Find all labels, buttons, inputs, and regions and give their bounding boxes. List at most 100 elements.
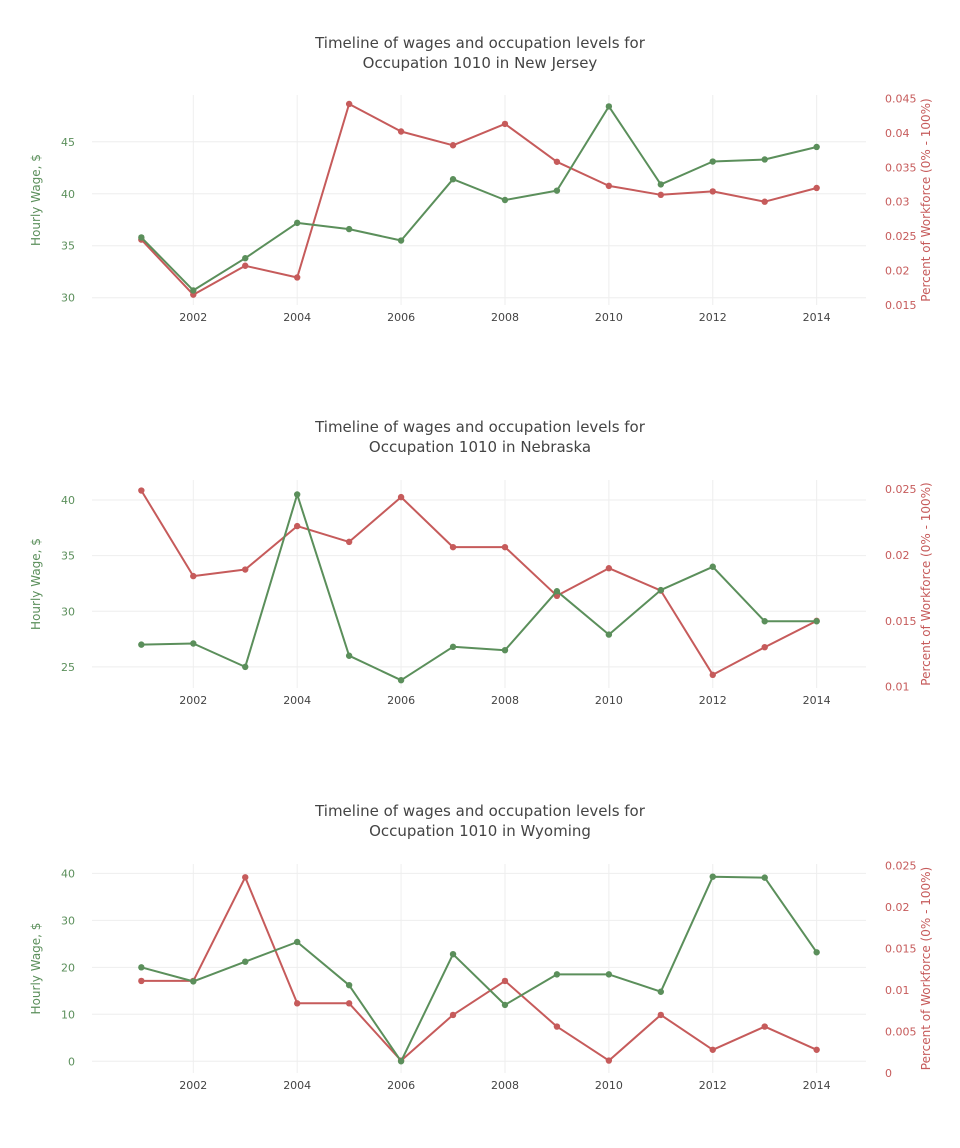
chart-1-percent-point: [190, 572, 197, 580]
chart-0-wage-point: [709, 158, 716, 165]
chart-2: Timeline of wages and occupation levels …: [29, 802, 933, 1092]
chart-2-ytick-label: 10: [61, 1008, 75, 1021]
chart-1-title-line-0: Timeline of wages and occupation levels …: [314, 418, 646, 436]
chart-2-y2tick-label: 0.02: [885, 901, 910, 914]
chart-1-y2tick-label: 0.01: [885, 681, 910, 694]
chart-2-wage-point: [501, 1001, 509, 1009]
chart-1-xtick-label: 2010: [595, 694, 623, 707]
chart-0-wage-point: [293, 219, 301, 227]
chart-2-xtick-label: 2014: [803, 1079, 831, 1092]
chart-0-wage-point: [813, 143, 820, 151]
chart-0-percent-point: [553, 158, 561, 165]
chart-1-wage-line: [141, 493, 817, 682]
chart-0-xtick-label: 2012: [699, 311, 727, 324]
chart-2-wage-point: [397, 1058, 405, 1065]
chart-2-percent-point: [501, 977, 509, 985]
chart-2-wage-point: [657, 988, 665, 995]
chart-1-wage-point: [501, 646, 509, 654]
chart-1-xtick-label: 2004: [283, 694, 311, 707]
chart-2-wage-point: [190, 978, 197, 985]
chart-1-percent-point: [345, 538, 353, 546]
chart-1-title-line-1: Occupation 1010 in Nebraska: [369, 438, 591, 456]
chart-1-title: Timeline of wages and occupation levels …: [314, 418, 646, 456]
chart-0-y2label: Percent of Workforce (0% - 100%): [919, 98, 933, 301]
chart-2-title-line-1: Occupation 1010 in Wyoming: [369, 822, 591, 840]
chart-0-percent-point: [605, 182, 613, 190]
chart-2-wage-point: [761, 874, 768, 881]
chart-2-percent-point: [553, 1023, 561, 1030]
chart-1-wage-point: [449, 643, 457, 651]
chart-0-percent-point: [761, 198, 768, 205]
chart-1-y2tick-label: 0.025: [885, 483, 917, 496]
chart-0-y2tick-label: 0.02: [885, 265, 910, 278]
chart-1-y2tick-label: 0.015: [885, 615, 917, 628]
chart-0-percent-point: [397, 128, 405, 135]
chart-1-xtick-label: 2006: [387, 694, 415, 707]
chart-1-y2label: Percent of Workforce (0% - 100%): [919, 482, 933, 685]
chart-0-wage-point: [657, 181, 665, 188]
chart-2-percent-point: [242, 874, 249, 881]
chart-0-wage-point: [345, 225, 353, 233]
chart-2-xtick-label: 2004: [283, 1079, 311, 1092]
chart-0-wage-point: [449, 176, 457, 183]
chart-2-ytick-label: 30: [61, 914, 75, 927]
chart-2-ylabel: Hourly Wage, $: [29, 923, 43, 1015]
chart-2-ytick-label: 40: [61, 867, 75, 880]
chart-1-xtick-label: 2008: [491, 694, 519, 707]
chart-0-ytick-label: 30: [61, 292, 75, 305]
chart-2-ytick-label: 20: [61, 961, 75, 974]
chart-0-percent-point: [449, 142, 457, 149]
chart-2-wage-point: [449, 950, 457, 958]
chart-0-wage-point: [553, 187, 561, 194]
chart-0-wage-point: [138, 234, 145, 241]
chart-0-y2tick-label: 0.015: [885, 299, 917, 312]
chart-1-wage-point: [553, 588, 561, 595]
chart-1-wage-point: [345, 652, 353, 659]
chart-2-xtick-label: 2008: [491, 1079, 519, 1092]
chart-1-percent-line: [140, 489, 818, 676]
chart-0-title: Timeline of wages and occupation levels …: [314, 34, 646, 72]
chart-2-xtick-label: 2002: [179, 1079, 207, 1092]
chart-2-percent-point: [293, 1000, 301, 1007]
chart-1-wage-point: [138, 641, 145, 648]
chart-2-wage-point: [709, 873, 716, 880]
chart-0-y2tick-label: 0.035: [885, 161, 917, 174]
chart-1-percent-point: [709, 671, 716, 679]
chart-2-y2label: Percent of Workforce (0% - 100%): [919, 867, 933, 1070]
chart-1-percent-point: [242, 566, 249, 573]
chart-2-percent-point: [605, 1057, 613, 1064]
chart-2-percent-point: [657, 1011, 665, 1019]
chart-0-xtick-label: 2014: [803, 311, 831, 324]
chart-0-wage-point: [761, 156, 768, 163]
chart-2-xtick-label: 2012: [699, 1079, 727, 1092]
chart-0-y2tick-label: 0.04: [885, 127, 910, 140]
chart-1-percent-point: [761, 643, 768, 651]
chart-0-wage-point: [501, 196, 509, 204]
chart-0-wage-point: [190, 287, 197, 294]
chart-1-wage-point: [709, 563, 716, 570]
chart-0-wage-line: [140, 105, 817, 292]
chart-0-title-line-1: Occupation 1010 in New Jersey: [363, 54, 598, 72]
chart-1-ytick-label: 40: [61, 494, 75, 507]
chart-0-percent-point: [813, 184, 820, 192]
chart-2-wage-point: [605, 971, 613, 978]
chart-1-wage-point: [657, 586, 665, 594]
chart-1-xtick-label: 2014: [803, 694, 831, 707]
chart-2-title: Timeline of wages and occupation levels …: [314, 802, 646, 840]
chart-2-y2tick-label: 0: [885, 1067, 892, 1080]
chart-1-wage-point: [190, 640, 197, 647]
chart-1-wage-point: [293, 491, 301, 498]
chart-2-wage-point: [138, 964, 145, 971]
chart-1-ytick-label: 25: [61, 661, 75, 674]
chart-2-y2tick-label: 0.005: [885, 1026, 917, 1039]
chart-0-xtick-label: 2010: [595, 311, 623, 324]
chart-2-wage-point: [293, 938, 301, 946]
chart-2-percent-line: [141, 876, 818, 1062]
chart-1-percent-point: [449, 543, 457, 551]
chart-0-percent-point: [345, 100, 353, 108]
chart-2-percent-point: [709, 1046, 716, 1053]
chart-2-xtick-label: 2006: [387, 1079, 415, 1092]
chart-0-percent-point: [501, 120, 509, 128]
chart-0-percent-point: [242, 262, 249, 269]
